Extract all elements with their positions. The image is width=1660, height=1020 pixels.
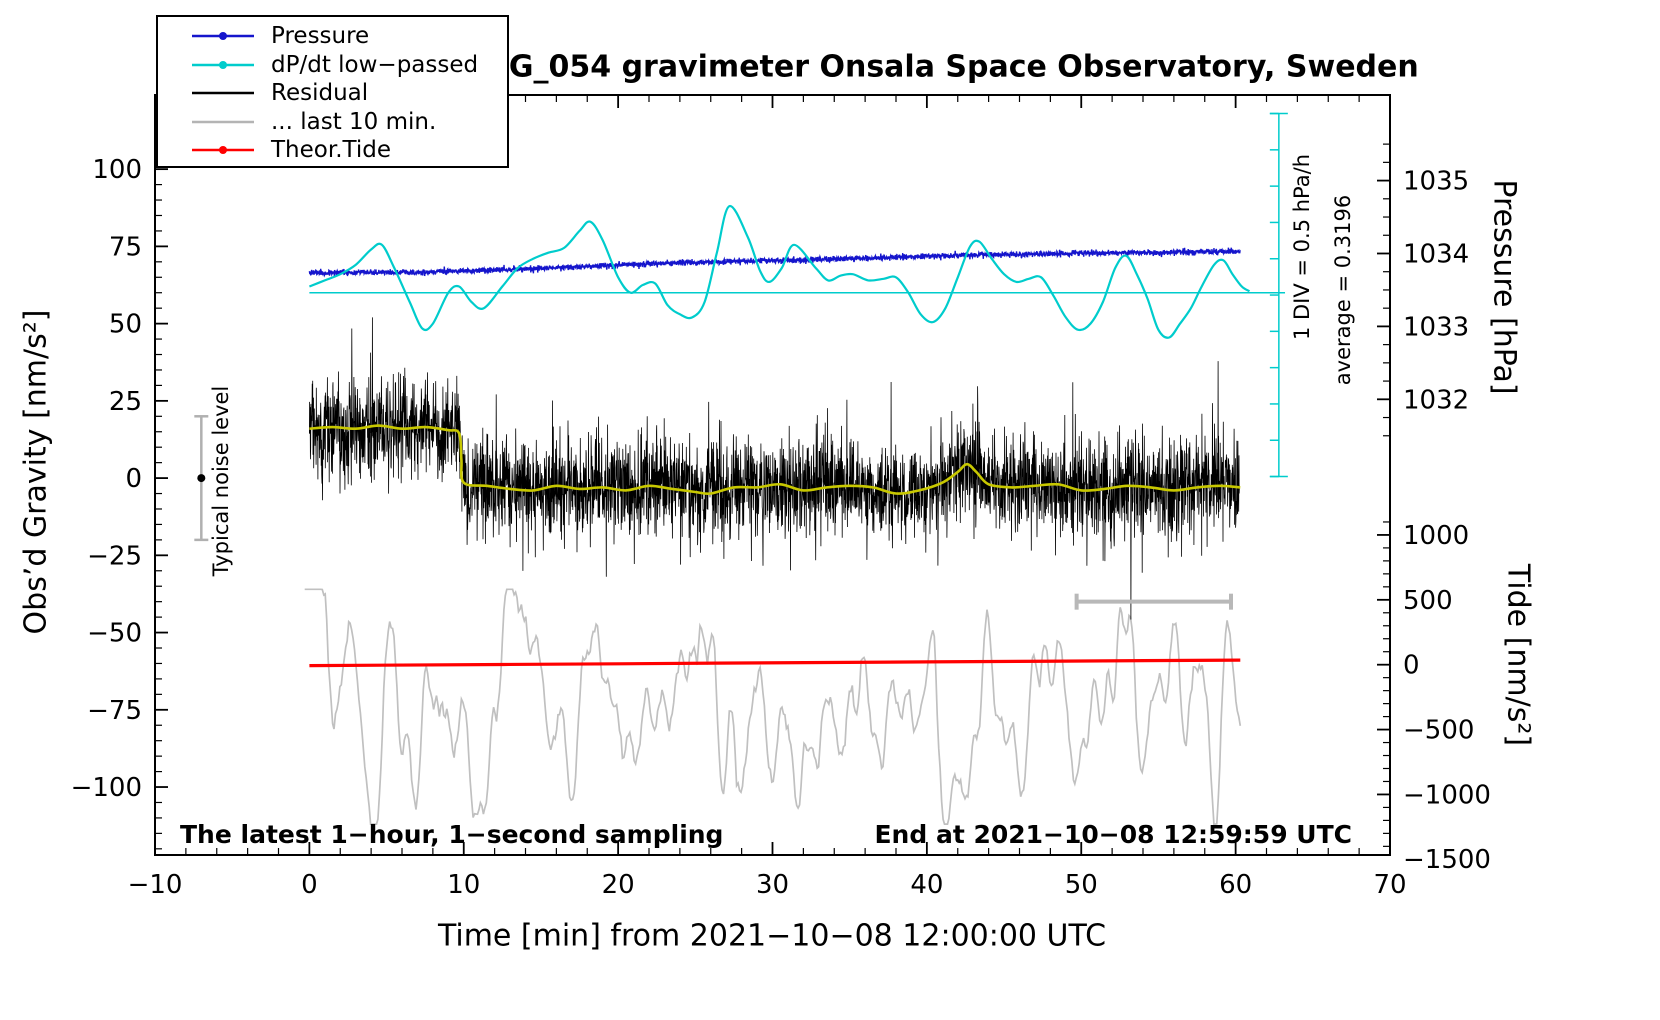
legend-swatch-pressure (192, 32, 254, 41)
gravity-tick-label: −100 (71, 773, 142, 803)
x-tick-label: 50 (1065, 870, 1098, 900)
end-time-note: End at 2021−10−08 12:59:59 UTC (874, 820, 1352, 849)
chart-title: SCG_054 gravimeter Onsala Space Observat… (465, 49, 1419, 85)
legend-swatch-last10 (192, 120, 254, 124)
legend-swatch-dpdt (192, 60, 254, 69)
tide-series (309, 658, 1241, 668)
legend-item-dpdt: dP/dt low−passed (158, 51, 507, 80)
tide-tick-label: 500 (1403, 586, 1453, 616)
pressure-series (308, 247, 1241, 278)
legend-label-tide: Theor.Tide (271, 137, 391, 164)
legend-label-dpdt: dP/dt low−passed (271, 51, 479, 78)
tide-tick-label: 1000 (1403, 521, 1469, 551)
x-tick-label: 20 (602, 870, 635, 900)
gravity-tick-label: 0 (125, 464, 142, 494)
y-axis-label-gravity: Obs’d Gravity [nm/s²] (18, 309, 54, 635)
legend-item-pressure: Pressure (158, 22, 507, 51)
x-tick-label: 40 (910, 870, 943, 900)
legend-label-residual: Residual (271, 80, 369, 107)
average-annotation: average = 0.3196 (1331, 194, 1355, 386)
legend-dot-tide (219, 146, 227, 155)
gravity-tick-label: 100 (92, 155, 142, 185)
legend-item-residual: Residual (158, 79, 507, 108)
legend-dot-pressure (219, 32, 227, 41)
y-axis-label-tide: Tide [nm/s²] (1500, 563, 1536, 747)
legend-label-last10: ... last 10 min. (271, 108, 437, 135)
x-tick-label: −10 (128, 870, 183, 900)
gravity-tick-label: −75 (87, 696, 142, 726)
pressure-tick-label: 1034 (1403, 239, 1469, 269)
series-group (304, 205, 1286, 825)
x-axis-label: Time [min] from 2021−10−08 12:00:00 UTC (437, 918, 1107, 954)
legend-label-pressure: Pressure (271, 23, 370, 50)
legend-dot-dpdt (219, 60, 227, 69)
legend-swatch-tide (192, 146, 254, 155)
x-tick-label: 10 (447, 870, 480, 900)
x-tick-label: 0 (301, 870, 318, 900)
tide-tick-label: −1000 (1403, 780, 1491, 810)
y-axis-label-pressure: Pressure [hPa] (1486, 179, 1522, 395)
residual-series (309, 317, 1240, 620)
gravity-tick-label: −50 (87, 619, 142, 649)
noise-errorbar-dot (197, 474, 206, 483)
last10-series (304, 588, 1242, 825)
x-tick-label: 70 (1373, 870, 1406, 900)
tide-tick-label: −500 (1403, 716, 1474, 746)
pressure-tick-label: 1032 (1403, 385, 1469, 415)
gravity-tick-label: 25 (109, 387, 142, 417)
dpdt-series (308, 205, 1251, 339)
legend-item-last10: ... last 10 min. (158, 108, 507, 137)
gravity-tick-label: −25 (87, 541, 142, 571)
pressure-tick-label: 1033 (1403, 312, 1469, 342)
legend-item-tide: Theor.Tide (158, 136, 507, 165)
div-scale-annotation: 1 DIV = 0.5 hPa/h (1290, 153, 1314, 341)
pressure-tick-label: 1035 (1403, 167, 1469, 197)
residual-lowpass-series (309, 424, 1241, 496)
tide-tick-label: −1500 (1403, 845, 1491, 875)
noise-level-annotation: Typical noise level (209, 385, 233, 577)
legend: Pressure dP/dt low−passed Residual... last… (156, 15, 509, 168)
gravity-tick-label: 50 (109, 310, 142, 340)
tide-tick-label: 0 (1403, 651, 1420, 681)
sampling-note: The latest 1−hour, 1−second sampling (180, 820, 724, 849)
legend-swatch-residual (192, 91, 254, 95)
x-tick-label: 60 (1219, 870, 1252, 900)
gravity-tick-label: 75 (109, 232, 142, 262)
x-tick-label: 30 (756, 870, 789, 900)
